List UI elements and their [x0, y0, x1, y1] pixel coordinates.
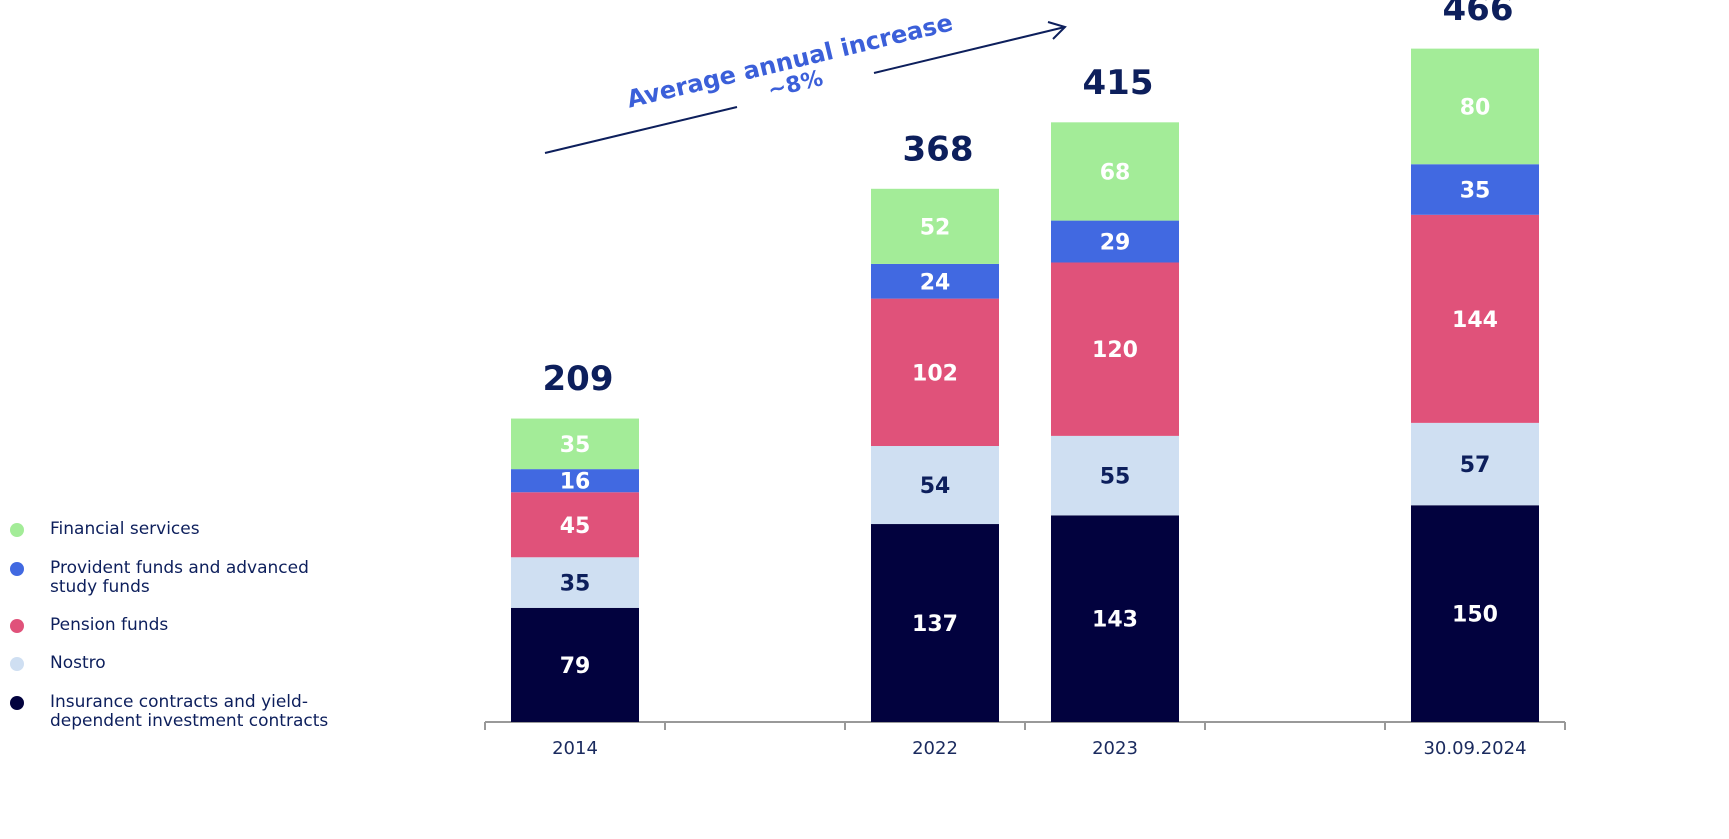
- data-label: 143: [1092, 608, 1138, 633]
- data-label: 35: [1460, 179, 1491, 204]
- total-label: 415: [1083, 63, 1154, 103]
- x-tick-label: 30.09.2024: [1423, 738, 1526, 759]
- bar-segment: [1411, 48, 1539, 165]
- legend-swatch: [10, 619, 24, 633]
- bar-segment: [871, 446, 999, 525]
- data-label: 144: [1452, 308, 1498, 333]
- data-label: 16: [560, 470, 591, 495]
- data-label: 29: [1100, 231, 1131, 256]
- legend-label: Financial services: [50, 519, 200, 539]
- data-label: 35: [560, 433, 591, 458]
- legend-item: Financial services: [10, 520, 350, 539]
- data-label: 150: [1452, 603, 1498, 628]
- data-label: 120: [1092, 338, 1138, 363]
- bar-segment: [1051, 515, 1179, 722]
- bar-segment: [1051, 220, 1179, 263]
- bar-segment: [511, 557, 639, 608]
- data-label: 102: [912, 361, 958, 386]
- bar-segment: [871, 298, 999, 447]
- trend-arrow-head: [1047, 21, 1067, 40]
- bar-segment: [1051, 122, 1179, 221]
- total-label: 209: [543, 359, 614, 399]
- data-label: 24: [920, 270, 951, 295]
- bar-segment: [511, 418, 639, 470]
- bar-segment: [871, 263, 999, 299]
- legend-label: Provident funds and advanced study funds: [50, 558, 309, 597]
- bar-segment: [511, 469, 639, 493]
- legend-swatch: [10, 696, 24, 710]
- trend-arrow-tail: [544, 106, 738, 154]
- data-label: 45: [560, 514, 591, 539]
- legend-item: Provident funds and advanced study funds: [10, 559, 350, 597]
- trend-arrow-line: [873, 26, 1066, 74]
- legend-item: Nostro: [10, 654, 350, 673]
- total-label: 466: [1443, 0, 1514, 29]
- data-label: 137: [912, 612, 958, 637]
- x-tick-label: 2022: [912, 738, 958, 759]
- bar-segment: [1051, 435, 1179, 516]
- bar-segment: [511, 607, 639, 722]
- legend-swatch: [10, 523, 24, 537]
- data-label: 80: [1460, 95, 1491, 120]
- legend-swatch: [10, 562, 24, 576]
- data-label: 79: [560, 654, 591, 679]
- annotation: Average annual increase ~8%: [624, 8, 955, 113]
- bar-segment: [1411, 214, 1539, 423]
- bar-segment: [871, 524, 999, 722]
- data-label: 54: [920, 474, 951, 499]
- x-tick-label: 2023: [1092, 738, 1138, 759]
- bar-segment: [1411, 422, 1539, 506]
- bar-segment: [1411, 505, 1539, 722]
- bar-segment: [1411, 164, 1539, 215]
- bar-segment: [1051, 262, 1179, 436]
- data-label: 35: [560, 572, 591, 597]
- data-label: 55: [1100, 465, 1131, 490]
- bar-segment: [511, 492, 639, 558]
- legend-label: Pension funds: [50, 615, 169, 635]
- data-label: 68: [1100, 160, 1131, 185]
- bar-segment: [871, 188, 999, 264]
- legend-swatch: [10, 657, 24, 671]
- x-tick-label: 2014: [552, 738, 598, 759]
- legend-item: Insurance contracts and yield-dependent …: [10, 693, 350, 731]
- total-label: 368: [903, 129, 974, 169]
- data-label: 52: [920, 215, 951, 240]
- legend-label: Insurance contracts and yield-dependent …: [50, 692, 329, 731]
- data-label: 57: [1460, 453, 1491, 478]
- legend-item: Pension funds: [10, 616, 350, 635]
- legend-label: Nostro: [50, 653, 106, 673]
